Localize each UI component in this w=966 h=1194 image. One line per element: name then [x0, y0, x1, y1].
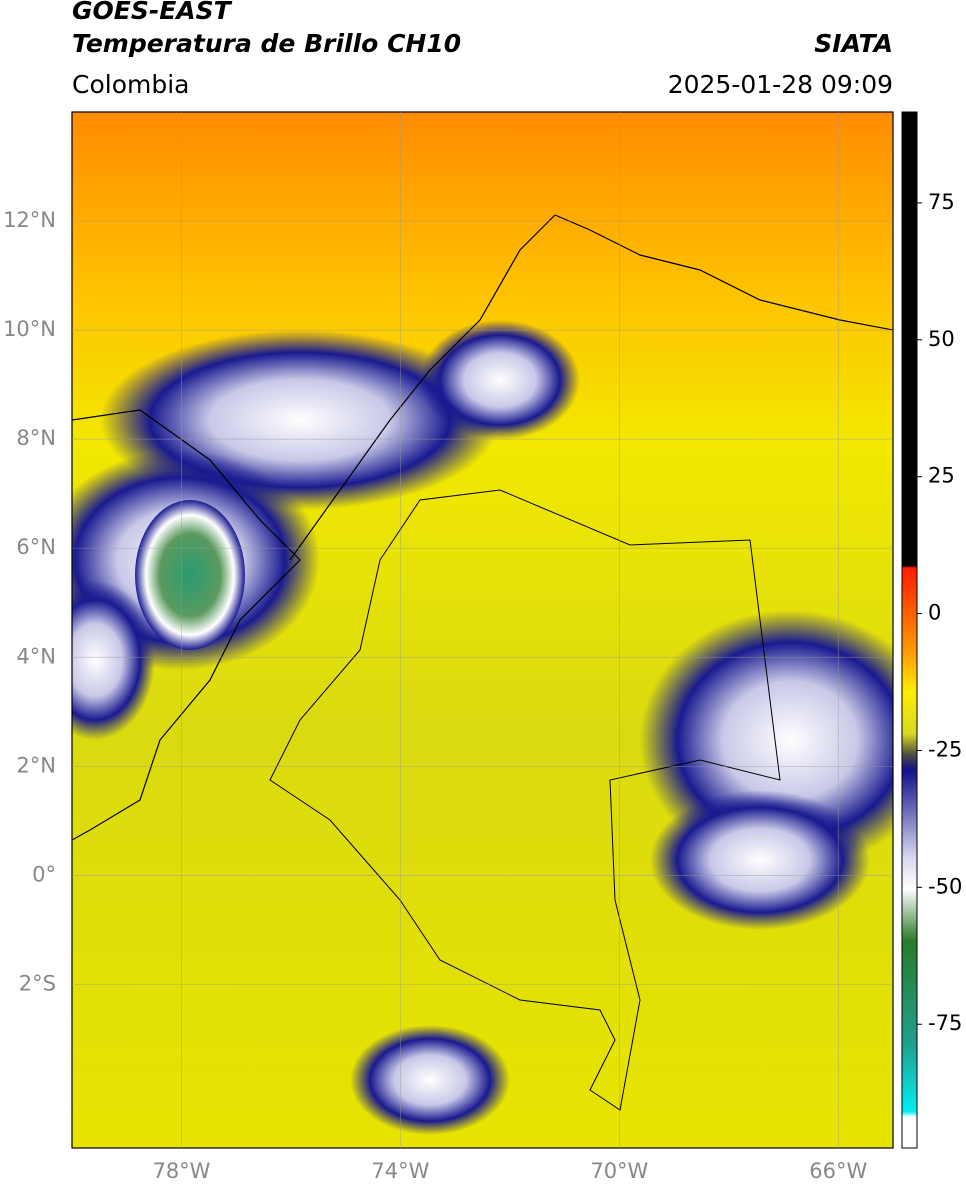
- lat-tick-label: 12°N: [3, 208, 56, 232]
- lat-tick-label: 0°: [32, 862, 56, 886]
- map-frame: [71, 111, 894, 1149]
- colorbar-tick-label: 50: [928, 327, 955, 351]
- colorbar-tick-label: -25: [928, 737, 962, 761]
- lat-tick-label: 10°N: [3, 317, 56, 341]
- lat-tick-label: 4°N: [16, 644, 56, 668]
- lon-tick-label: 66°W: [809, 1159, 867, 1183]
- subtitle: Temperatura de Brillo CH10: [72, 29, 461, 58]
- lat-tick-label: 2°N: [16, 753, 56, 777]
- lon-tick-label: 74°W: [371, 1159, 429, 1183]
- lon-tick-label: 78°W: [152, 1159, 210, 1183]
- colorbar-tick-label: 0: [928, 601, 941, 625]
- map-image: [72, 112, 893, 1148]
- colorbar-tick-label: 25: [928, 464, 955, 488]
- colorbar-tick-label: 75: [928, 190, 955, 214]
- source: SIATA: [814, 29, 893, 58]
- colorbar-tick-label: -75: [928, 1011, 962, 1035]
- lat-tick-label: 8°N: [16, 426, 56, 450]
- title: GOES-EAST: [72, 0, 233, 25]
- lat-tick-label: 6°N: [16, 535, 56, 559]
- lon-tick-label: 70°W: [590, 1159, 648, 1183]
- region: Colombia: [72, 70, 189, 99]
- lat-tick-label: 2°S: [19, 971, 56, 995]
- colorbar: [901, 111, 918, 1149]
- colorbar-tick-label: -50: [928, 874, 962, 898]
- datetime: 2025-01-28 09:09: [668, 70, 893, 99]
